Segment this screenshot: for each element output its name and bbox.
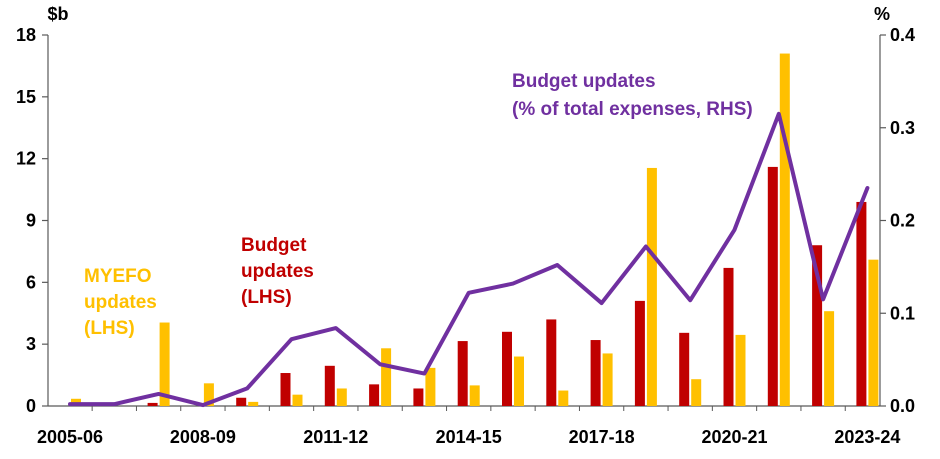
budget-bar (457, 341, 468, 406)
budget-bar (369, 384, 380, 406)
left-tick-label: 18 (16, 25, 36, 45)
myefo-bar (336, 388, 347, 406)
myefo-bar (159, 322, 170, 406)
myefo-bar (646, 167, 657, 406)
left-tick-label: 3 (26, 334, 36, 354)
myefo-bar (292, 394, 303, 406)
budget-bar (590, 340, 601, 406)
budget-bar (723, 267, 734, 406)
budget-pct-annotation-line: (% of total expenses, RHS) (512, 99, 753, 120)
budget-bar (324, 365, 335, 406)
budget-bar (812, 245, 823, 406)
budget-bar (856, 201, 867, 406)
left-tick-label: 12 (16, 149, 36, 169)
myefo-bar (425, 367, 436, 406)
myefo-bar (824, 311, 835, 406)
myefo-bar (248, 401, 259, 406)
myefo-bar (691, 379, 702, 406)
budget-bar (546, 319, 557, 406)
right-tick-label: 0.1 (890, 303, 915, 323)
myefo-annotation-line: (LHS) (84, 318, 135, 339)
budget-pct-line (68, 111, 870, 408)
myefo-bar (779, 53, 790, 407)
budget-bar (679, 332, 690, 406)
myefo-updates-bars (71, 53, 879, 407)
budget-bar (147, 402, 158, 406)
right-tick-label: 0.4 (890, 25, 915, 45)
x-tick-label: 2023-24 (834, 427, 900, 447)
x-tick-label: 2008-09 (170, 427, 236, 447)
budget-bar (280, 373, 291, 406)
budget-bar (767, 166, 778, 406)
x-tick-label: 2017-18 (569, 427, 635, 447)
budget-bar (413, 388, 424, 406)
right-axis-unit: % (874, 4, 890, 24)
myefo-bar (203, 383, 214, 406)
right-tick-label: 0.0 (890, 396, 915, 416)
left-tick-label: 0 (26, 396, 36, 416)
x-tick-label: 2005-06 (37, 427, 103, 447)
myefo-annotation-line: MYEFO (84, 266, 152, 287)
budget-pct-line-group (68, 111, 870, 408)
right-tick-label: 0.2 (890, 211, 915, 231)
budget-annotation-line: Budget (241, 235, 307, 256)
budget-bar (634, 300, 645, 406)
left-tick-label: 6 (26, 272, 36, 292)
myefo-bar (514, 356, 524, 406)
x-tick-label: 2014-15 (436, 427, 502, 447)
myefo-annotation-line: updates (84, 292, 157, 313)
budget-annotation-line: (LHS) (241, 287, 292, 308)
myefo-bar (381, 348, 392, 406)
x-tick-label: 2011-12 (303, 427, 368, 447)
budget-pct-annotation-line: Budget updates (512, 71, 656, 92)
right-tick-label: 0.3 (890, 118, 915, 138)
left-tick-label: 15 (16, 87, 36, 107)
tick-labels: 0 3 6 9 12 15 18 0.0 0.1 0.2 0.3 0.4 $b % 2005-06 2008-… (16, 4, 915, 447)
left-axis-unit: $b (47, 4, 68, 24)
budget-bar (236, 397, 247, 406)
budget-updates-bars (147, 166, 867, 406)
myefo-bar (469, 385, 480, 406)
annotations: MYEFO updates (LHS) Budget updates (LHS) Budge… (84, 71, 753, 339)
myefo-bar (558, 390, 569, 406)
left-tick-label: 9 (26, 211, 36, 231)
myefo-bar (602, 353, 613, 406)
budget-annotation-line: updates (241, 261, 314, 282)
x-tick-label: 2020-21 (701, 427, 767, 447)
budget-bar (502, 331, 512, 406)
myefo-bar (868, 259, 879, 406)
myefo-bar (735, 334, 746, 406)
